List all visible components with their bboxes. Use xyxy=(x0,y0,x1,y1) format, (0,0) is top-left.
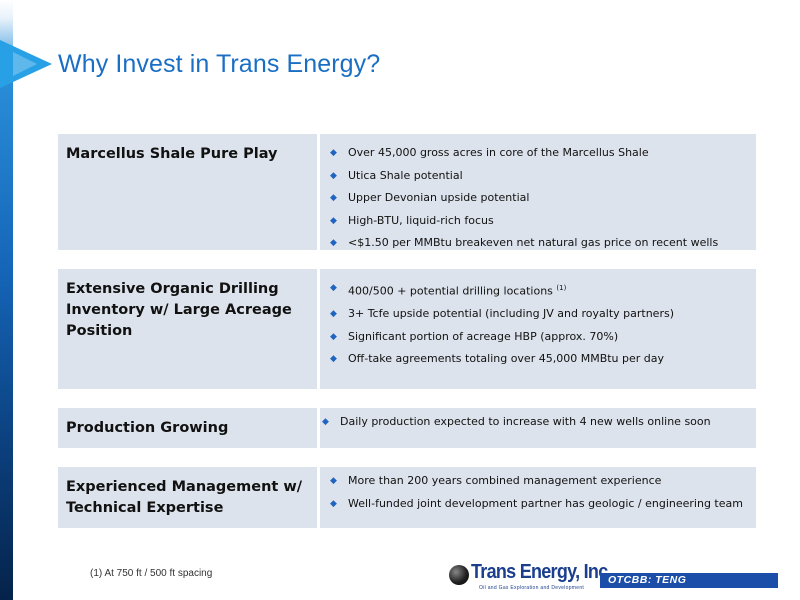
footnote-marker: (1) xyxy=(556,284,567,292)
list-item: ◆ Utica Shale potential xyxy=(328,165,750,188)
bullet-list: ◆ 400/500 + potential drilling locations … xyxy=(328,277,750,371)
list-item: ◆ <$1.50 per MMBtu breakeven net natural … xyxy=(328,232,750,255)
row-divider xyxy=(317,467,320,528)
diamond-bullet-icon: ◆ xyxy=(322,417,329,427)
logo-name: Trans Energy, Inc. xyxy=(471,561,612,583)
diamond-bullet-icon: ◆ xyxy=(330,215,337,226)
ticker-text: OTCBB: TENG xyxy=(608,574,687,586)
diamond-bullet-icon: ◆ xyxy=(330,148,337,158)
row-divider xyxy=(317,134,320,250)
row-production: Production Growing ◆ Daily production exp… xyxy=(58,408,756,448)
row-drilling-inventory: Extensive Organic Drilling Inventory w/ … xyxy=(58,269,756,389)
diamond-bullet-icon: ◆ xyxy=(330,238,337,248)
chevron-highlight xyxy=(13,52,37,76)
bullet-list: ◆ More than 200 years combined management… xyxy=(328,470,750,515)
row-divider xyxy=(317,269,320,389)
slide-title: Why Invest in Trans Energy? xyxy=(58,50,381,78)
diamond-bullet-icon: ◆ xyxy=(330,309,337,320)
row-management: Experienced Management w/ Technical Expe… xyxy=(58,467,756,528)
bullet-list: ◆ Daily production expected to increase w… xyxy=(320,411,750,434)
diamond-bullet-icon: ◆ xyxy=(330,193,337,203)
list-item: ◆ 3+ Tcfe upside potential (including JV … xyxy=(328,303,750,326)
list-item: ◆ Significant portion of acreage HBP (app… xyxy=(328,326,750,349)
list-item: ◆ Well-funded joint development partner h… xyxy=(328,493,750,516)
list-item: ◆ Over 45,000 gross acres in core of the … xyxy=(328,142,750,165)
left-accent-bar xyxy=(0,0,13,600)
diamond-bullet-icon: ◆ xyxy=(330,170,337,181)
company-logo: Trans Energy, Inc. Oil and Gas Explorati… xyxy=(449,561,612,594)
ticker-banner: OTCBB: TENG xyxy=(600,573,778,588)
chevron-right-icon xyxy=(0,40,52,88)
list-item: ◆ Upper Devonian upside potential xyxy=(328,187,750,210)
page-number: 23 xyxy=(760,573,771,584)
diamond-bullet-icon: ◆ xyxy=(330,498,337,509)
row-label: Extensive Organic Drilling Inventory w/ … xyxy=(66,281,292,339)
row-divider xyxy=(317,408,320,448)
row-marcellus: Marcellus Shale Pure Play ◆ Over 45,000 g… xyxy=(58,134,756,250)
row-label: Marcellus Shale Pure Play xyxy=(66,146,278,162)
logo-tagline: Oil and Gas Exploration and Development xyxy=(479,585,585,591)
diamond-bullet-icon: ◆ xyxy=(330,354,337,365)
list-item: ◆ 400/500 + potential drilling locations … xyxy=(328,277,750,303)
diamond-bullet-icon: ◆ xyxy=(330,476,337,486)
diamond-bullet-icon: ◆ xyxy=(330,331,337,342)
row-label: Experienced Management w/ Technical Expe… xyxy=(66,479,303,516)
list-item: ◆ Daily production expected to increase w… xyxy=(320,411,750,434)
globe-icon xyxy=(449,565,469,585)
bullet-list: ◆ Over 45,000 gross acres in core of the … xyxy=(328,142,750,255)
list-item: ◆ Off-take agreements totaling over 45,00… xyxy=(328,348,750,371)
footnote: (1) At 750 ft / 500 ft spacing xyxy=(90,568,213,579)
list-item: ◆ More than 200 years combined management… xyxy=(328,470,750,493)
list-item: ◆ High-BTU, liquid-rich focus xyxy=(328,210,750,233)
row-label: Production Growing xyxy=(66,420,229,436)
diamond-bullet-icon: ◆ xyxy=(330,283,337,293)
